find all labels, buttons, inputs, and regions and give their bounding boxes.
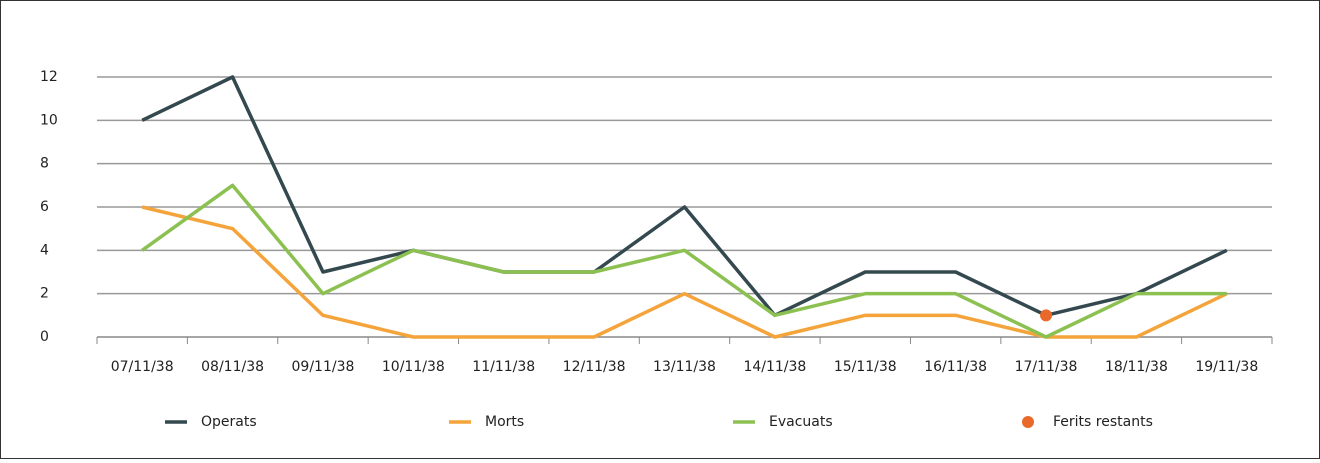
x-tick-label: 12/11/38 xyxy=(563,359,626,375)
legend-label: Operats xyxy=(201,414,257,430)
legend-label: Ferits restants xyxy=(1053,414,1153,430)
x-tick-label: 13/11/38 xyxy=(653,359,716,375)
point xyxy=(1040,309,1053,322)
y-tick-label: 10 xyxy=(40,112,58,128)
legend-label: Evacuats xyxy=(769,414,833,430)
x-tick-label: 18/11/38 xyxy=(1105,359,1168,375)
y-tick-label: 8 xyxy=(40,156,49,172)
x-tick-label: 10/11/38 xyxy=(382,359,445,375)
x-tick-label: 09/11/38 xyxy=(292,359,355,375)
x-tick-label: 14/11/38 xyxy=(743,359,806,375)
y-tick-label: 2 xyxy=(40,286,49,302)
x-tick-label: 16/11/38 xyxy=(924,359,987,375)
legend-label: Morts xyxy=(485,414,524,430)
x-tick-label: 11/11/38 xyxy=(472,359,535,375)
x-tick-label: 07/11/38 xyxy=(111,359,174,375)
y-tick-label: 6 xyxy=(40,199,49,215)
x-tick-label: 17/11/38 xyxy=(1015,359,1078,375)
y-tick-label: 4 xyxy=(40,242,49,258)
y-tick-label: 12 xyxy=(40,69,58,85)
legend-swatch xyxy=(1022,416,1034,428)
series-line xyxy=(141,183,1227,339)
x-tick-label: 08/11/38 xyxy=(201,359,264,375)
y-tick-label: 0 xyxy=(40,329,49,345)
x-tick-label: 19/11/38 xyxy=(1195,359,1258,375)
x-tick-label: 15/11/38 xyxy=(834,359,897,375)
